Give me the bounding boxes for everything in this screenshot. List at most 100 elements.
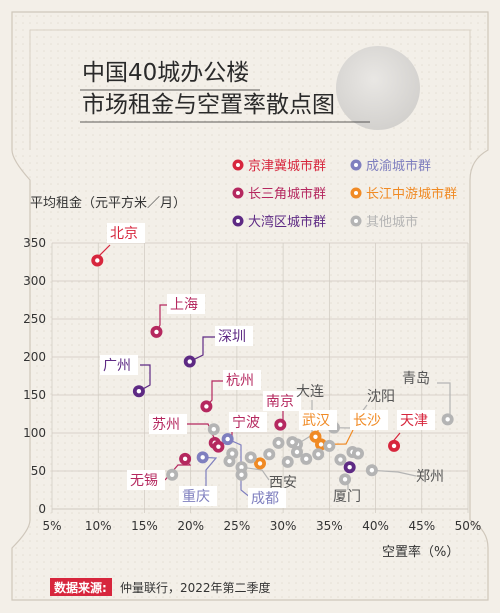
legend-marker-hole-jjj [236,163,240,167]
point-hole-csj-南京 [278,422,283,427]
point-hole-other-unlabeled-16 [338,457,343,462]
grid-lines [51,242,469,513]
x-tick-label-50: 50% [455,519,482,533]
point-label-无锡: 无锡 [130,473,158,489]
legend-label-jjj: 京津冀城市群 [248,158,326,174]
point-label-杭州: 杭州 [226,373,254,389]
label-box-重庆 [179,486,217,506]
leader-广州 [138,364,151,392]
legend-label-dwq: 大湾区城市群 [248,214,326,230]
x-tick-labels: 5% 10% 15% 20% 25% 30% 35% 40% 45% 50% [42,519,481,533]
point-hole-other-unlabeled-15 [327,443,332,449]
leader-深圳 [189,336,218,363]
label-box-广州 [100,355,138,375]
legend-marker-hole-cjzy [354,191,358,195]
label-box-深圳 [215,326,253,346]
point-label-沈阳: 沈阳 [367,389,395,405]
label-box-武汉 [299,410,337,430]
point-label-成都: 成都 [251,491,279,507]
point-hole-dwq-unlabeled-1 [347,465,352,470]
point-label-深圳: 深圳 [218,329,246,345]
legend-label-cjzy: 长江中游城市群 [366,186,457,202]
legend-label-cy: 成渝城市群 [366,158,431,174]
y-tick-labels: 0 50 100 150 200 250 300 350 [23,236,46,516]
point-hole-other-unlabeled-9 [276,440,281,446]
legend-label-other: 其他城市 [366,214,418,230]
label-box-苏州 [149,414,187,434]
point-hole-other-unlabeled-3 [211,427,216,432]
point-hole-other-西安 [239,465,244,470]
leader-西安 [241,466,270,481]
moon-decoration [336,46,420,130]
point-label-长沙: 长沙 [353,413,381,429]
label-box-天津 [397,410,435,430]
point-label-重庆: 重庆 [182,489,210,505]
y-tick-label-250: 250 [23,312,46,326]
point-hole-dwq-广州 [136,389,142,394]
legend-label-csj: 长三角城市群 [248,186,326,202]
point-label-西安: 西安 [269,475,297,491]
y-tick-label-100: 100 [23,426,46,440]
point-hole-csj-上海 [154,329,159,335]
point-hole-other-unlabeled-5 [230,451,235,456]
point-hole-cy-重庆 [200,455,205,460]
point-label-宁波: 宁波 [232,414,260,431]
point-hole-other-unlabeled-6 [239,472,244,477]
label-box-无锡 [127,470,165,490]
point-hole-other-unlabeled-13 [304,456,309,462]
point-hole-other-unlabeled-8 [267,452,272,457]
point-label-南京: 南京 [266,394,294,410]
leader-郑州 [371,469,417,477]
x-tick-label-15: 15% [131,519,158,533]
point-label-厦门: 厦门 [333,489,361,505]
point-hole-other-unlabeled-4 [227,458,232,464]
point-hole-other-厦门 [342,477,348,482]
point-hole-jjj-天津 [391,443,397,449]
label-box-北京 [107,223,145,243]
data-points [91,254,454,486]
point-label-武汉: 武汉 [302,413,330,429]
source-badge [50,578,112,596]
point-hole-dwq-深圳 [187,359,192,364]
x-tick-label-25: 25% [224,519,251,533]
legend-marker-hole-cy [354,163,358,167]
point-hole-other-unlabeled-7 [248,455,253,460]
x-tick-label-30: 30% [270,519,297,533]
label-box-杭州 [223,370,261,390]
y-tick-label-150: 150 [23,388,46,402]
page-title: 中国40城办公楼 市场租金与空置率散点图 [80,60,370,123]
point-hole-other-青岛 [445,417,450,422]
source-note: 数据来源: 仲量联行，2022年第二季度 [50,578,271,596]
source-label: 数据来源: [54,580,107,595]
label-box-上海 [167,294,205,314]
title-line-1: 中国40城办公楼 [82,60,249,86]
y-tick-label-300: 300 [23,274,46,288]
x-tick-label-20: 20% [177,519,204,533]
point-label-天津: 天津 [400,413,428,429]
label-box-长沙 [350,410,388,430]
point-hole-other-unlabeled-2 [169,472,175,477]
point-label-广州: 广州 [103,358,131,374]
point-hole-cjzy-长沙 [318,442,324,447]
legend-marker-hole-dwq [236,219,240,223]
point-hole-other-unlabeled-12 [294,449,300,455]
leader-重庆 [202,456,218,490]
point-hole-other-unlabeled-10 [285,459,290,465]
point-label-北京: 北京 [110,226,138,242]
label-box-宁波 [229,412,267,432]
point-label-郑州: 郑州 [416,469,444,485]
x-tick-label-40: 40% [362,519,389,533]
y-tick-label-0: 0 [38,502,46,516]
point-hole-cjzy-武汉 [313,434,318,439]
point-label-大连: 大连 [296,384,324,400]
source-text: 仲量联行，2022年第二季度 [120,580,271,595]
legend-marker-hole-csj [236,191,240,195]
point-hole-jjj-北京 [95,258,100,263]
stamp-border [11,11,489,601]
point-hole-other-郑州 [369,468,375,473]
point-label-上海: 上海 [170,297,198,313]
y-tick-label-50: 50 [31,464,46,478]
